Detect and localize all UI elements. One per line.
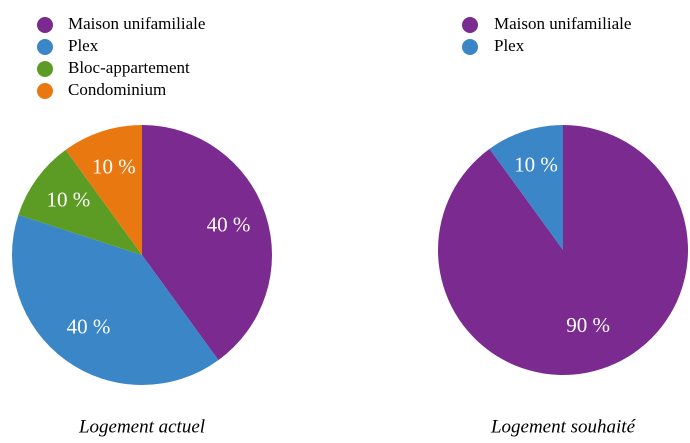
pie-slice (142, 125, 272, 361)
value-label: 40 % (207, 213, 251, 237)
legend-label: Maison unifamiliale (494, 14, 631, 33)
pie-slice (438, 125, 689, 375)
chart-caption: Logement actuel (78, 416, 205, 437)
legend-label: Plex (68, 36, 99, 55)
value-label: 10 % (514, 153, 558, 177)
chart-caption: Logement souhaité (490, 416, 637, 437)
value-label: 90 % (566, 313, 610, 337)
value-label: 10 % (47, 187, 91, 211)
value-label: 40 % (67, 314, 111, 338)
legend-label: Plex (494, 36, 525, 55)
pie-slice (489, 125, 563, 250)
pie-slice (65, 125, 142, 255)
legend-swatch (37, 61, 53, 77)
legend-swatch (462, 17, 478, 33)
legend-swatch (37, 17, 53, 33)
legend-swatch (462, 39, 478, 55)
pie-slice (18, 149, 142, 255)
legend-swatch (37, 83, 53, 99)
legend-label: Bloc-appartement (68, 58, 190, 77)
legend-label: Maison unifamiliale (68, 14, 205, 33)
value-label: 10 % (92, 154, 136, 178)
legend-label: Condominium (68, 80, 166, 99)
legend-swatch (37, 39, 53, 55)
pie-slice (11, 214, 219, 386)
